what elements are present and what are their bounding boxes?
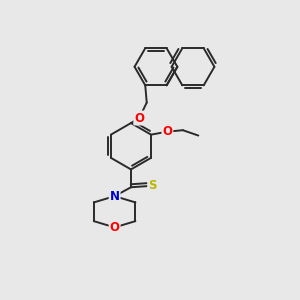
Text: S: S — [148, 179, 157, 192]
Text: O: O — [134, 112, 144, 124]
Text: N: N — [110, 190, 120, 203]
Text: O: O — [110, 221, 120, 234]
Text: O: O — [162, 125, 172, 138]
